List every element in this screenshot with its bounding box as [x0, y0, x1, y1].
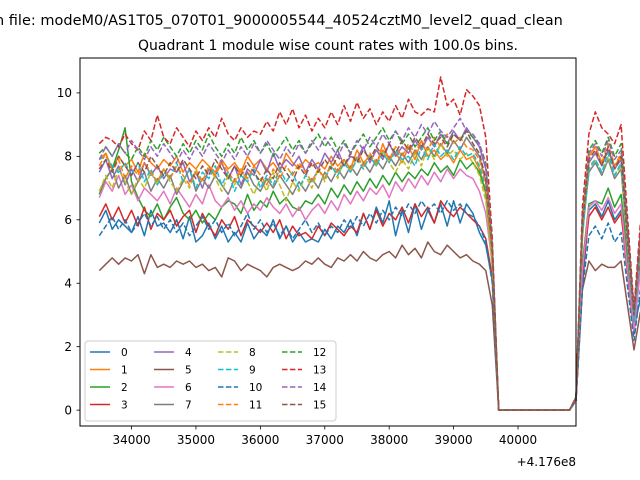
series-line-15 — [98, 130, 640, 411]
y-tick-label: 4 — [64, 277, 72, 291]
series-line-13 — [98, 76, 640, 411]
legend-label-9: 9 — [249, 365, 256, 377]
x-tick-label: 35000 — [177, 433, 215, 447]
y-tick-label: 6 — [64, 213, 72, 227]
series-line-12 — [98, 127, 640, 411]
legend-label-8: 8 — [249, 347, 256, 359]
x-offset-label: +4.176e8 — [517, 455, 576, 469]
series-line-8 — [98, 142, 640, 411]
y-tick-label: 8 — [64, 150, 72, 164]
x-tick-label: 40000 — [499, 433, 537, 447]
y-tick-label: 0 — [64, 403, 72, 417]
legend-frame — [84, 340, 337, 422]
legend-label-1: 1 — [121, 365, 128, 377]
chart-title: Quadrant 1 module wise count rates with … — [138, 38, 518, 54]
x-axis: 34000 35000 36000 37000 38000 39000 40000 — [112, 426, 537, 447]
legend-label-13: 13 — [313, 365, 326, 377]
legend-label-14: 14 — [313, 382, 327, 394]
legend-label-5: 5 — [185, 365, 192, 377]
x-tick-label: 39000 — [435, 433, 473, 447]
x-tick-label: 37000 — [306, 433, 344, 447]
series-line-14 — [98, 117, 640, 411]
legend-label-12: 12 — [313, 347, 326, 359]
figure-suptitle: n file: modeM0/AS1T05_070T01_9000005544_… — [0, 13, 563, 29]
x-tick-label: 38000 — [370, 433, 408, 447]
legend-label-7: 7 — [185, 400, 192, 412]
legend-label-6: 6 — [185, 382, 192, 394]
legend-label-11: 11 — [249, 400, 262, 412]
legend-label-10: 10 — [249, 382, 262, 394]
axes-frame — [79, 57, 577, 427]
y-tick-label: 10 — [57, 86, 72, 100]
x-tick-label: 36000 — [241, 433, 279, 447]
legend-label-3: 3 — [121, 400, 128, 412]
legend-label-4: 4 — [185, 347, 192, 359]
y-tick-label: 2 — [64, 340, 72, 354]
legend-label-15: 15 — [313, 400, 326, 412]
legend-label-2: 2 — [121, 382, 128, 394]
legend-label-0: 0 — [121, 347, 128, 359]
series-layer — [98, 76, 640, 411]
y-axis: 0 2 4 6 8 10 — [57, 86, 80, 417]
x-tick-label: 34000 — [112, 433, 150, 447]
